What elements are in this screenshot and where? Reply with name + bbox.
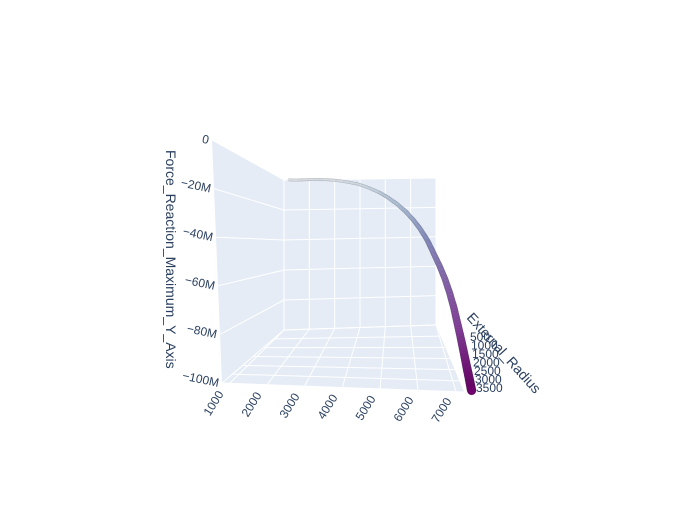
z-tick-label: −20M bbox=[180, 176, 213, 196]
x-tick-label: 3000 bbox=[277, 390, 303, 420]
x-tick-label: 1000 bbox=[201, 388, 227, 418]
x-tick-label: 2000 bbox=[239, 389, 265, 419]
z-tick-label: 0 bbox=[201, 132, 211, 147]
x-tick-label: 4000 bbox=[315, 391, 341, 421]
x-tick-label: 7000 bbox=[429, 395, 455, 425]
data-point bbox=[467, 386, 476, 395]
z-axis-title: Force_Reaction_Maximum_Y_Axis bbox=[163, 150, 179, 369]
z-tick-label: −60M bbox=[184, 273, 217, 293]
x-tick-label: 6000 bbox=[391, 394, 417, 424]
x-tick-label: 5000 bbox=[353, 393, 379, 423]
z-tick-label: −80M bbox=[186, 321, 219, 341]
y-tick-label: 3500 bbox=[476, 381, 503, 395]
z-tick-label: −100M bbox=[181, 369, 220, 390]
z-tick-label: −40M bbox=[182, 224, 215, 244]
